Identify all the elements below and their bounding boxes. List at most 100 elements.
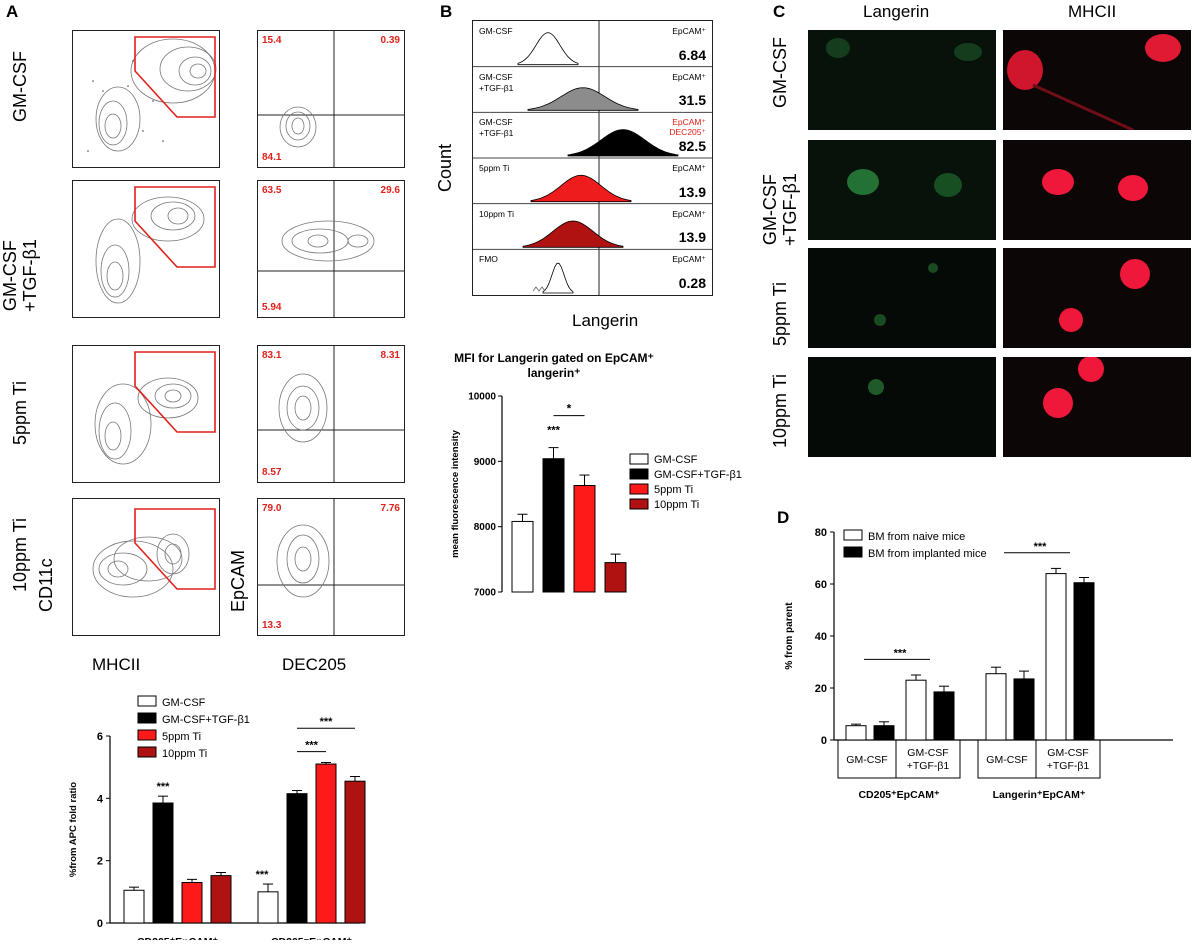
x-axis-label-langerin: Langerin [572,311,639,330]
y-axis-label: %from APC fold ratio [68,782,79,877]
facs-plot-left-2 [72,180,220,318]
significance-label: *** [157,781,171,793]
bar [315,763,337,924]
legend-swatch [843,546,863,558]
quadrant-ll: 8.57 [262,467,282,478]
row-label-10ppm: 10ppm Ti [10,517,30,592]
c-row-label-10ppm: 10ppm Ti [770,373,790,448]
bar [1045,573,1067,741]
y-axis-label-count: Count [435,143,455,192]
quadrant-ul: 83.1 [262,350,282,361]
y-tick-label: 20 [815,683,827,695]
quadrant-ul: 15.4 [262,35,282,46]
significance-label: *** [320,716,334,728]
row-label-gmcsf: GM-CSF [10,51,30,122]
histogram-row-tag: EpCAM⁺ [672,71,706,82]
quadrant-ur: 7.76 [380,503,400,514]
bar [933,691,955,741]
contour-plot [87,36,217,152]
histogram-row-tag: EpCAM⁺ [672,254,706,265]
micrograph-mhcii-3 [1003,248,1191,348]
histogram-curve [517,32,579,66]
bar [123,889,145,924]
facs-quadrant-1: 15.4 0.39 84.1 [257,30,405,168]
significance-label: * [567,402,572,416]
subgroup-box [1035,739,1101,779]
micrograph-langerin-1 [808,30,996,130]
legend-swatch [137,695,157,707]
histogram-row-value: 13.9 [678,229,706,246]
subgroup-label: GM-CSF [907,747,948,759]
significance-label: *** [894,647,908,659]
micrograph-mhcii-4 [1003,356,1191,457]
legend-label: GM-CSF+TGF-β1 [654,469,742,481]
group-label: CD205⁺EpCAM⁺ [858,789,940,801]
histogram-row-label: GM-CSF +TGF-β1 [479,117,514,139]
bar [181,881,203,924]
legend-swatch [137,729,157,741]
category-label: CD205⁻EpCAM⁺ [271,936,353,940]
legend-label: 10ppm Ti [654,499,699,511]
y-tick-label: 6 [97,731,103,743]
bar [604,562,627,593]
legend-swatch [629,468,649,480]
facs-plot-left-3 [72,345,220,483]
legend-label: GM-CSF [162,697,206,709]
histogram-row-tag: EpCAM⁺ [672,26,706,36]
histogram-curve [567,129,679,157]
quadrant-ll: 5.94 [262,302,282,313]
bar [1073,582,1095,741]
legend-label: 10ppm Ti [162,748,207,760]
mfi-chart-title: MFI for Langerin gated on EpCAM⁺ langeri… [454,351,654,380]
bar [210,875,232,924]
subgroup-label: GM-CSF [1047,747,1088,759]
panel-letter-c: C [773,2,786,21]
significance-label: *** [305,740,319,752]
y-tick-label: 4 [97,793,104,805]
histogram-row-value: 0.28 [678,275,706,291]
subgroup-label: +TGF-β1 [1047,760,1090,772]
subgroup-box [895,739,961,779]
micrograph-mhcii-1 [1003,30,1191,132]
histogram-row-tag: EpCAM⁺ [672,163,706,173]
panel-letter-a: A [6,2,19,21]
legend-swatch [137,712,157,724]
histogram-row-label: 10ppm Ti [479,208,514,219]
histogram-row-label: FMO [479,254,498,265]
legend-swatch [843,529,863,541]
quadrant-ll: 13.3 [262,620,282,631]
bar [511,520,534,593]
y-tick-label: 2 [97,856,103,868]
micrograph-langerin-2 [808,140,996,240]
legend-swatch [629,498,649,510]
legend-label: 5ppm Ti [162,731,201,743]
bar [286,793,308,924]
quadrant-ur: 8.31 [380,350,400,361]
quadrant-ur: 0.39 [380,35,400,46]
y-tick-label: 7000 [474,588,497,599]
legend-label: GM-CSF+TGF-β1 [162,714,250,726]
histogram-row-value: 82.5 [678,138,706,154]
bar [573,485,596,593]
legend-label: BM from implanted mice [868,548,987,560]
histogram-row-value: 31.5 [678,92,706,109]
significance-label: *** [256,869,270,881]
facs-plot-left-4 [72,498,220,636]
legend-swatch [137,746,157,758]
panel-letter-b: B [440,2,453,21]
legend-label: 5ppm Ti [654,484,693,496]
bar [152,802,174,924]
quadrant-ur: 29.6 [380,185,400,196]
y-tick-label: 10000 [468,392,496,403]
histogram-row-value: 6.84 [678,46,706,63]
panel-letter-d: D [777,508,790,527]
histogram-stack: GM-CSF EpCAM⁺ 6.84 GM-CSF +TGF-β1 EpCAM⁺ 31.5 G… [472,20,713,296]
y-axis-label: mean fluorescence intensity [450,429,461,557]
facs-quadrant-2: 63.5 29.6 5.94 [257,180,405,318]
gate-polygon [134,36,216,118]
y-tick-label: 40 [815,631,827,643]
facs-quadrant-3: 83.1 8.31 8.57 [257,345,405,483]
significance-label: *** [547,425,561,437]
subgroup-label: GM-CSF [846,754,887,766]
